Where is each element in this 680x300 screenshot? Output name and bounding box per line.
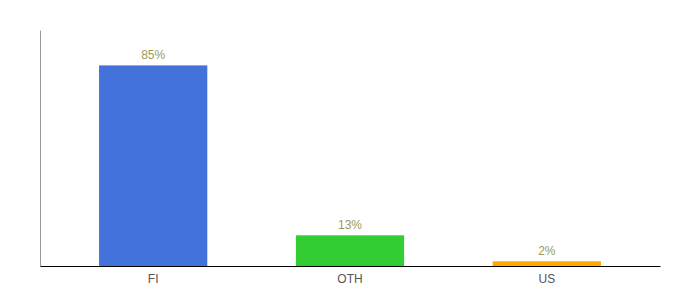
x-tick: US [538,272,555,286]
x-tick-label: OTH [337,272,362,286]
bars [99,65,601,266]
x-tick-label: US [538,272,555,286]
x-tick: OTH [337,272,362,286]
data-labels: 85% 13% 2% [141,48,556,258]
y-axis-line [40,31,41,267]
bar [493,261,601,266]
chart: FI OTH US 85% 13% 2% [0,0,680,300]
plot: FI OTH US 85% 13% 2% [41,31,661,286]
x-tick: FI [148,272,159,286]
bar [296,235,404,266]
bar [99,65,207,266]
x-tick-label: FI [148,272,159,286]
x-axis: FI OTH US [41,267,661,286]
data-label: 13% [338,218,362,232]
data-label: 85% [141,48,165,62]
data-label: 2% [538,244,556,258]
y-axis [40,31,41,267]
x-axis-line [41,266,661,267]
